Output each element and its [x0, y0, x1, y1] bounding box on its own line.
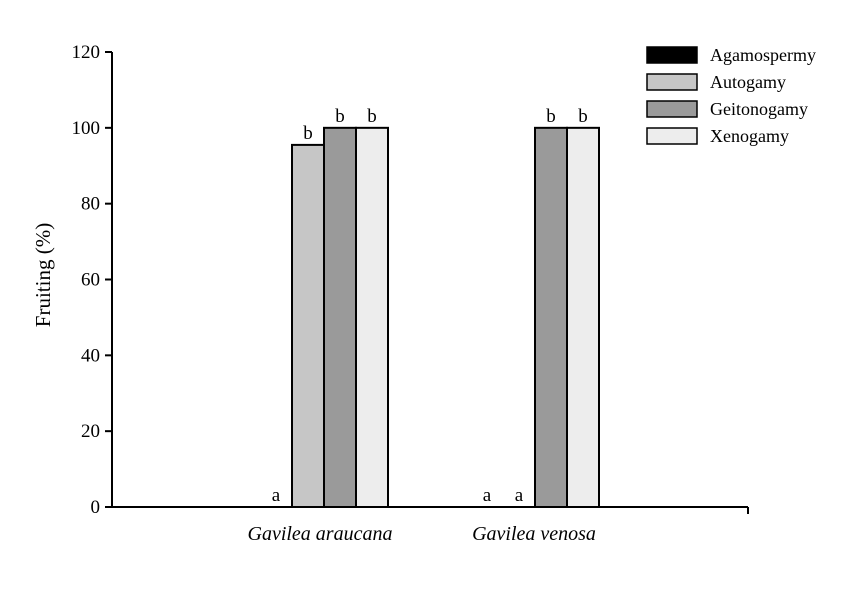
legend-swatch-xenogamy	[646, 127, 698, 145]
legend: Agamospermy Autogamy Geitonogamy Xenogamy	[646, 45, 816, 146]
legend-swatch-geitonogamy	[646, 100, 698, 118]
bar-autogamy	[291, 143, 325, 508]
legend-label-agamospermy: Agamospermy	[710, 45, 816, 65]
y-axis-label: Fruiting (%)	[31, 223, 55, 327]
bar-geitonogamy	[323, 126, 357, 508]
y-tick-label: 100	[72, 118, 101, 139]
significance-label: b	[303, 123, 313, 144]
bar-group	[291, 126, 600, 508]
category-label-group: Gavilea araucana Gavilea venosa	[248, 523, 596, 545]
significance-label: a	[483, 485, 492, 506]
legend-label-xenogamy: Xenogamy	[710, 126, 789, 146]
significance-label: b	[367, 106, 377, 127]
y-tick-label: 80	[81, 194, 100, 215]
y-tick-label: 20	[81, 421, 100, 442]
significance-label: b	[335, 106, 345, 127]
y-tick-label: 120	[72, 42, 101, 63]
legend-swatch-autogamy	[646, 73, 698, 91]
legend-label-geitonogamy: Geitonogamy	[710, 99, 808, 119]
x-category-label: Gavilea araucana	[248, 523, 393, 545]
significance-label: b	[546, 106, 556, 127]
bar-xenogamy	[566, 126, 600, 508]
significance-label: a	[515, 485, 524, 506]
y-tick-group: 0 20 40 60 80 100 120	[72, 42, 112, 518]
x-axis	[112, 506, 749, 514]
significance-label: a	[272, 485, 281, 506]
bar-geitonogamy	[534, 126, 568, 508]
y-tick-label: 0	[91, 497, 101, 518]
bar-xenogamy	[355, 126, 389, 508]
significance-label-group: b b b a a b b a	[272, 106, 588, 506]
legend-label-autogamy: Autogamy	[710, 72, 786, 92]
y-tick-label: 60	[81, 270, 100, 291]
significance-label: b	[578, 106, 588, 127]
y-tick-label: 40	[81, 345, 100, 366]
x-category-label: Gavilea venosa	[472, 523, 596, 545]
legend-swatch-agamospermy	[646, 46, 698, 64]
